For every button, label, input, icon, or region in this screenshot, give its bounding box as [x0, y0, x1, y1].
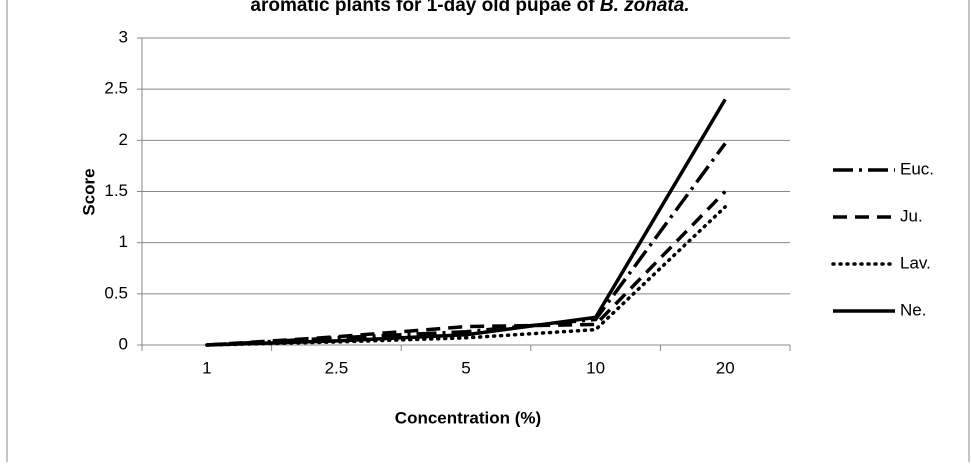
- x-tick-label: 5: [461, 358, 470, 377]
- legend-label: Ne.: [900, 300, 926, 319]
- y-axis-label: Score: [79, 168, 98, 215]
- title-species: B. zonata.: [600, 0, 690, 16]
- title-text: aromatic plants for 1-day old pupae of: [250, 0, 595, 16]
- x-tick-label: 2.5: [325, 358, 349, 377]
- legend-label: Lav.: [900, 253, 931, 272]
- series-line: [206, 142, 727, 347]
- y-tick-label: 0: [119, 334, 128, 353]
- y-tick-label: 3: [119, 27, 128, 46]
- y-tick-label: 1.5: [104, 181, 128, 200]
- legend-label: Ju.: [900, 206, 923, 225]
- chart-frame: [6, 0, 970, 467]
- series-line: [206, 190, 727, 347]
- x-tick-label: 10: [586, 358, 605, 377]
- x-tick-label: 20: [716, 358, 735, 377]
- chart-title: aromatic plants for 1-day old pupae of B…: [250, 0, 689, 16]
- y-tick-label: 1: [119, 232, 128, 251]
- y-tick-label: 0.5: [104, 283, 128, 302]
- y-tick-label: 2.5: [104, 79, 128, 98]
- x-axis-label: Concentration (%): [395, 408, 541, 427]
- series-line: [206, 98, 727, 347]
- legend-label: Euc.: [900, 159, 934, 178]
- y-tick-label: 2: [119, 130, 128, 149]
- x-tick-label: 1: [202, 358, 211, 377]
